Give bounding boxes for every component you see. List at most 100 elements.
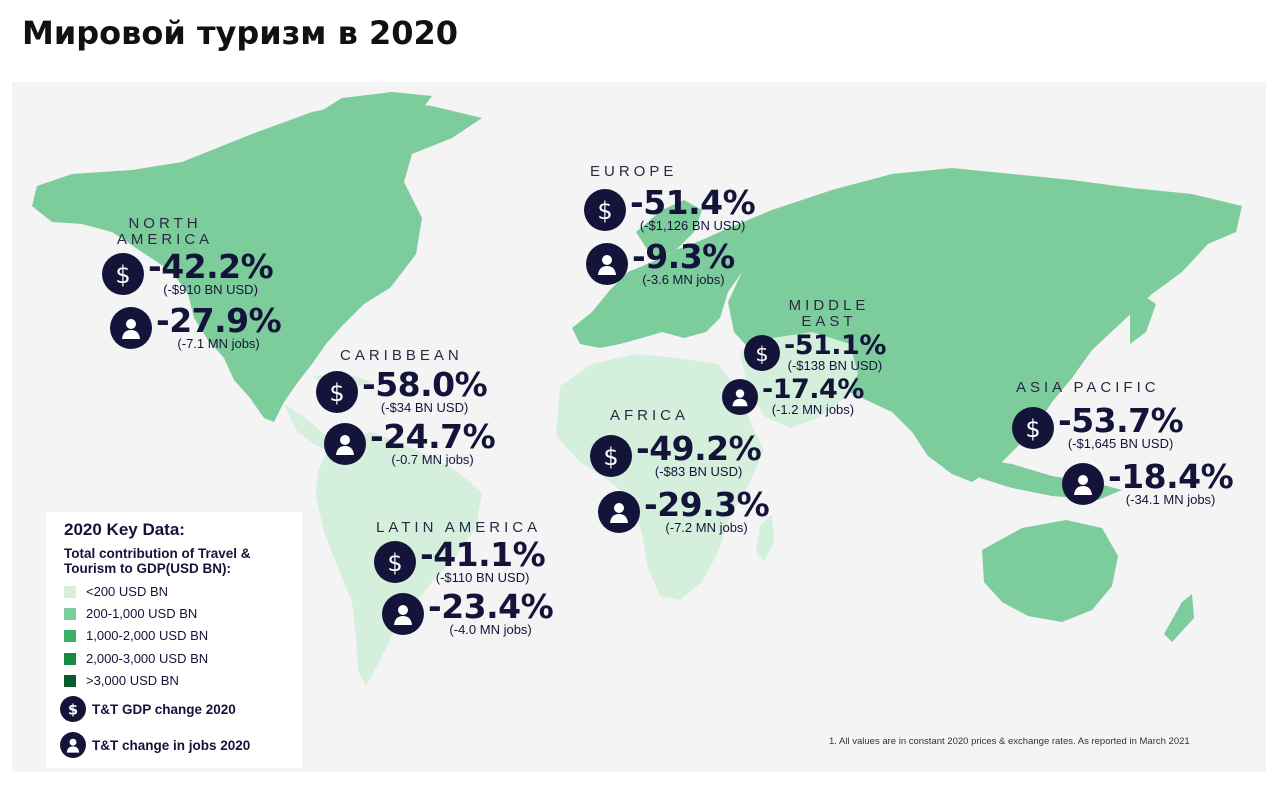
middle-east-jobs-pct: -17.4% xyxy=(762,374,864,405)
dollar-icon-glyph: $ xyxy=(603,443,618,471)
region-label-caribbean: CARIBBEAN xyxy=(340,347,463,364)
asia-pacific-jobs-stat: -18.4% (-34.1 MN jobs) xyxy=(1062,460,1234,507)
middle-east-gdp-pct: -51.1% xyxy=(784,330,886,361)
latin-america-jobs-stat: -23.4% (-4.0 MN jobs) xyxy=(382,590,554,637)
person-icon-glyph xyxy=(336,434,354,455)
latin-america-gdp-pct: -41.1% xyxy=(420,535,546,574)
asia-pacific-gdp-abs: (-$1,645 BN USD) xyxy=(1067,436,1174,451)
person-icon xyxy=(1062,462,1104,505)
caribbean-jobs-abs: (-0.7 MN jobs) xyxy=(391,452,474,467)
legend-range-label: <200 USD BN xyxy=(86,584,169,599)
caribbean-gdp-abs: (-$34 BN USD) xyxy=(380,400,469,415)
person-icon-glyph xyxy=(394,604,412,625)
page-title: Мировой туризм в 2020 xyxy=(22,14,459,52)
person-icon-glyph xyxy=(598,254,616,275)
north-america-gdp-pct: -42.2% xyxy=(148,247,274,286)
north-america-gdp-abs: (-$910 BN USD) xyxy=(163,282,258,297)
legend-swatch xyxy=(64,585,76,598)
africa-jobs-pct: -29.3% xyxy=(644,485,770,524)
dollar-icon: $ xyxy=(374,540,416,583)
footnote: 1. All values are in constant 2020 price… xyxy=(829,736,1190,747)
person-icon-glyph xyxy=(732,388,748,406)
legend-swatch xyxy=(64,607,76,620)
legend-range-label: 2,000-3,000 USD BN xyxy=(86,651,209,666)
asia-pacific-jobs-abs: (-34.1 MN jobs) xyxy=(1125,492,1216,507)
dollar-icon-glyph: $ xyxy=(68,702,78,718)
dollar-icon-glyph: $ xyxy=(329,379,344,407)
north-america-jobs-abs: (-7.1 MN jobs) xyxy=(177,336,260,351)
dollar-icon: $ xyxy=(584,188,626,231)
person-icon-glyph xyxy=(1074,474,1092,495)
legend-jobs-label: T&T change in jobs 2020 xyxy=(92,737,251,753)
africa-gdp-pct: -49.2% xyxy=(636,429,762,468)
africa-jobs-stat: -29.3% (-7.2 MN jobs) xyxy=(598,485,770,535)
person-icon xyxy=(382,592,424,635)
dollar-icon: $ xyxy=(744,334,780,371)
japan-landmass xyxy=(1130,296,1156,344)
africa-landmass xyxy=(556,354,764,600)
legend-range-3: 1,000-2,000 USD BN xyxy=(64,628,208,643)
svg-text:$: $ xyxy=(329,379,344,407)
legend-range-label: >3,000 USD BN xyxy=(86,673,179,688)
person-icon-glyph xyxy=(66,738,80,753)
africa-gdp-stat: $ -49.2% (-$83 BN USD) xyxy=(590,429,762,479)
dollar-icon: $ xyxy=(102,252,144,295)
europe-gdp-stat: $ -51.4% (-$1,126 BN USD) xyxy=(584,183,756,233)
new-zealand-landmass xyxy=(1164,594,1194,642)
svg-text:$: $ xyxy=(387,549,402,577)
svg-text:$: $ xyxy=(115,261,130,289)
region-label-europe: EUROPE xyxy=(590,163,678,180)
person-icon xyxy=(324,422,366,465)
europe-jobs-stat: -9.3% (-3.6 MN jobs) xyxy=(586,240,735,287)
asia-landmass xyxy=(724,168,1242,482)
legend-jobs-item: T&T change in jobs 2020 xyxy=(60,732,250,758)
north-america-landmass xyxy=(32,100,482,422)
svg-text:$: $ xyxy=(603,443,618,471)
middle-east-jobs-abs: (-1.2 MN jobs) xyxy=(771,402,855,417)
europe-gdp-pct: -51.4% xyxy=(630,183,756,222)
dollar-icon: $ xyxy=(60,696,86,722)
europe-jobs-pct: -9.3% xyxy=(632,237,735,276)
australia-landmass xyxy=(982,520,1118,622)
asia-pacific-gdp-stat: $ -53.7% (-$1,645 BN USD) xyxy=(1012,401,1184,451)
caribbean-jobs-stat: -24.7% (-0.7 MN jobs) xyxy=(324,417,496,467)
dollar-icon-glyph: $ xyxy=(1025,415,1040,443)
north-america-gdp-stat: $ -42.2% (-$910 BN USD) xyxy=(102,247,274,297)
legend-swatch xyxy=(64,652,76,665)
north-america-label-line1: NORTH xyxy=(128,215,202,232)
person-icon xyxy=(586,242,628,285)
legend-range-2: 200-1,000 USD BN xyxy=(64,606,197,621)
legend-range-1: <200 USD BN xyxy=(64,584,168,599)
middle-east-jobs-stat: -17.4% (-1.2 MN jobs) xyxy=(722,376,864,417)
europe-landmass xyxy=(572,230,742,348)
madagascar-landmass xyxy=(756,514,774,562)
person-icon xyxy=(110,306,152,349)
person-icon-glyph xyxy=(610,502,628,523)
region-label-asia-pacific: ASIA PACIFIC xyxy=(1016,379,1160,396)
legend-subtitle: Total contribution of Travel & Tourism t… xyxy=(64,546,251,576)
legend-range-5: >3,000 USD BN xyxy=(64,673,179,688)
europe-jobs-abs: (-3.6 MN jobs) xyxy=(642,272,725,287)
world-map xyxy=(32,92,1242,686)
svg-text:$: $ xyxy=(68,702,78,718)
africa-jobs-abs: (-7.2 MN jobs) xyxy=(665,520,748,535)
legend-swatch xyxy=(64,629,76,642)
latin-america-jobs-abs: (-4.0 MN jobs) xyxy=(449,622,532,637)
svg-text:$: $ xyxy=(1025,415,1040,443)
asia-pacific-gdp-pct: -53.7% xyxy=(1058,401,1184,440)
latin-america-gdp-stat: $ -41.1% (-$110 BN USD) xyxy=(374,535,546,585)
dollar-icon-glyph: $ xyxy=(115,261,130,289)
caribbean-jobs-pct: -24.7% xyxy=(370,417,496,456)
region-label-north-america: NORTH AMERICA xyxy=(110,216,220,248)
svg-text:$: $ xyxy=(597,197,612,225)
north-america-jobs-pct: -27.9% xyxy=(156,301,282,340)
north-america-label-line2: AMERICA xyxy=(116,231,214,248)
dollar-icon: $ xyxy=(1012,406,1054,449)
north-america-jobs-stat: -27.9% (-7.1 MN jobs) xyxy=(110,301,282,351)
dollar-icon-glyph: $ xyxy=(387,549,402,577)
greenland-landmass xyxy=(310,92,432,174)
person-icon xyxy=(598,490,640,533)
middle-east-gdp-stat: $ -51.1% (-$138 BN USD) xyxy=(744,332,886,373)
africa-gdp-abs: (-$83 BN USD) xyxy=(654,464,743,479)
dollar-icon: $ xyxy=(316,370,358,413)
